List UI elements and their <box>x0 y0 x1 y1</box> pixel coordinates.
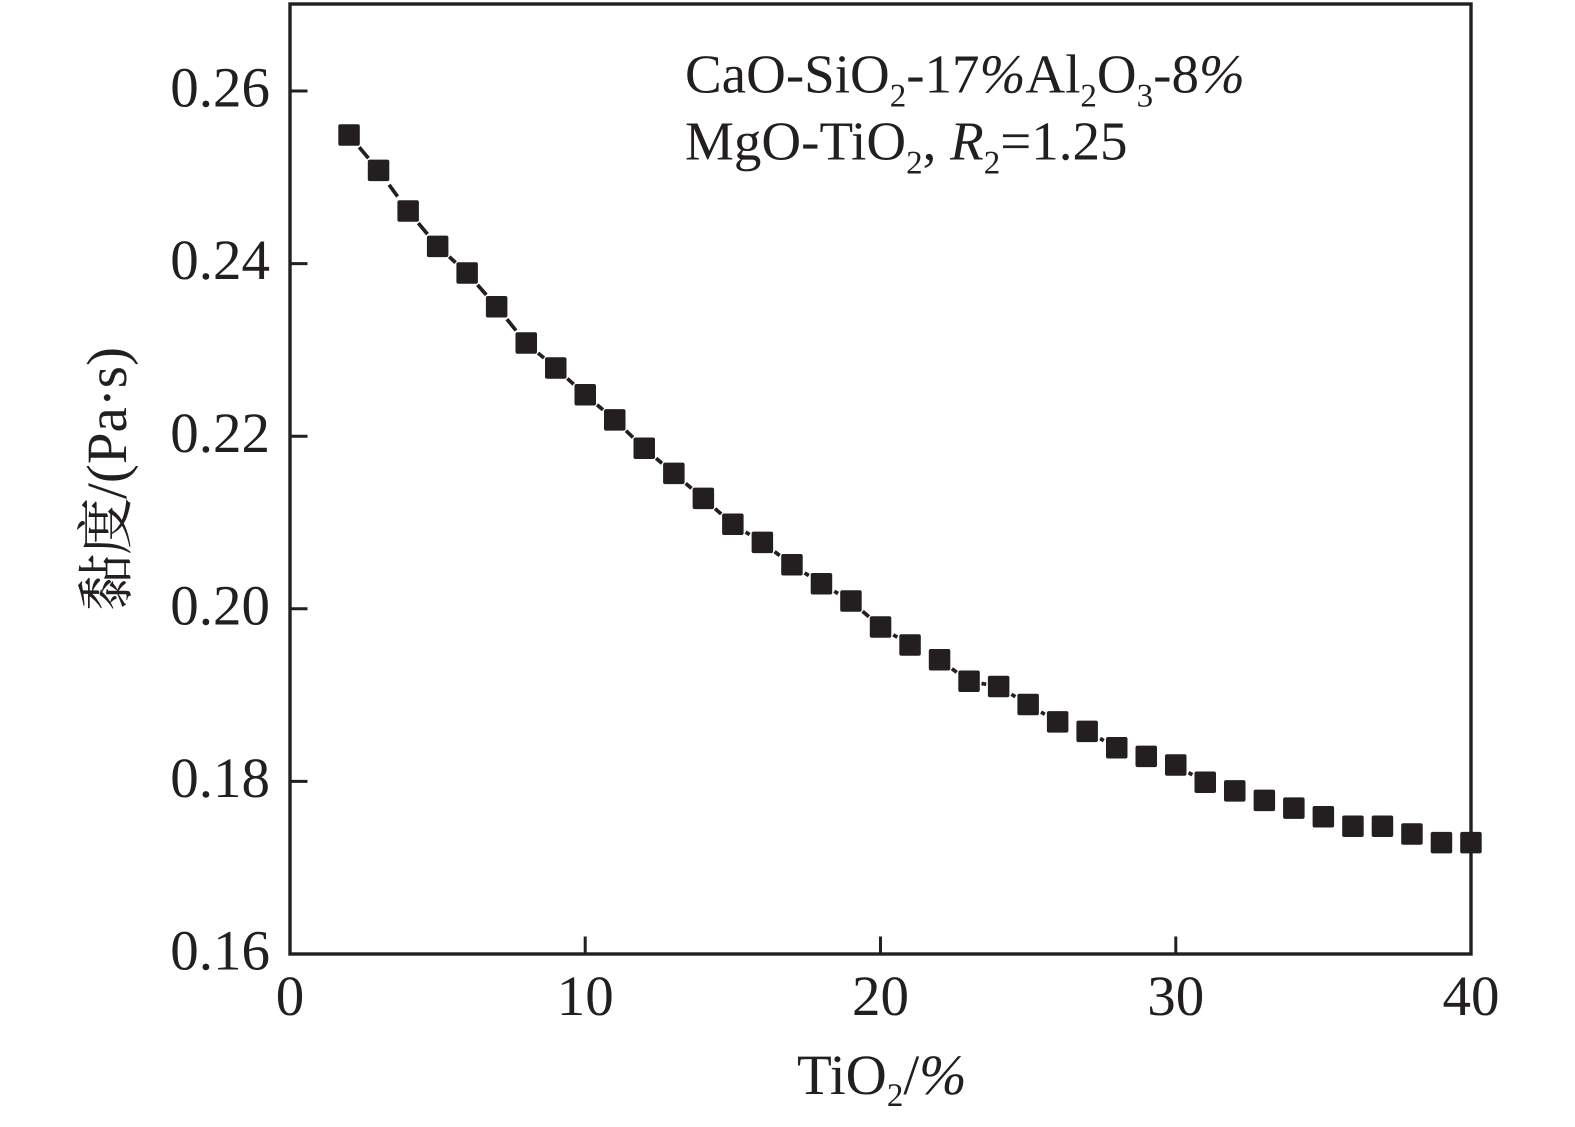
svg-text:0: 0 <box>276 965 305 1028</box>
svg-text:CaO-SiO2-17%Al2O3-8%: CaO-SiO2-17%Al2O3-8% <box>685 43 1245 114</box>
svg-text:0.26: 0.26 <box>170 57 270 120</box>
svg-text:40: 40 <box>1443 965 1500 1028</box>
svg-text:0.20: 0.20 <box>170 574 270 637</box>
svg-text:30: 30 <box>1147 965 1204 1028</box>
svg-text:10: 10 <box>557 965 614 1028</box>
svg-text:0.24: 0.24 <box>170 229 270 292</box>
svg-text:0.18: 0.18 <box>170 747 270 810</box>
svg-text:0.22: 0.22 <box>170 402 270 465</box>
svg-text:/(Pa·s): /(Pa·s) <box>76 347 139 499</box>
svg-text:20: 20 <box>852 965 909 1028</box>
svg-text:0.16: 0.16 <box>170 920 270 983</box>
svg-text:TiO2/%: TiO2/% <box>797 1044 967 1114</box>
